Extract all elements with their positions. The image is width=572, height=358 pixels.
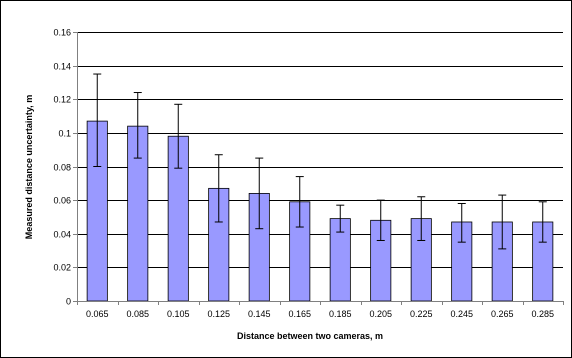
x-axis-title: Distance between two cameras, m	[237, 331, 383, 341]
error-bars	[93, 73, 547, 250]
x-tick-label: 0.265	[491, 309, 514, 319]
y-tick-label: 0.04	[53, 230, 71, 240]
y-tick-label: 0.08	[53, 163, 71, 173]
x-tick-label: 0.105	[167, 309, 190, 319]
y-tick-label: 0.14	[53, 62, 71, 72]
x-tick-label: 0.065	[86, 309, 109, 319]
y-tick-label: 0.02	[53, 263, 71, 273]
y-tick-labels: 0 0.02 0.04 0.06 0.08 0.1 0.12 0.14 0.16	[53, 28, 71, 307]
x-tick-label: 0.165	[288, 309, 311, 319]
x-tick-label: 0.085	[126, 309, 149, 319]
x-tick-label: 0.185	[329, 309, 352, 319]
y-tick-label: 0.12	[53, 95, 71, 105]
x-tick-label: 0.245	[450, 309, 473, 319]
axes	[73, 32, 564, 305]
y-tick-label: 0.1	[58, 129, 71, 139]
x-tick-label: 0.125	[207, 309, 230, 319]
y-tick-label: 0	[66, 297, 71, 307]
gridlines	[77, 32, 563, 268]
y-axis-title: Measured distance uncertainty, m	[24, 95, 34, 239]
x-tick-label: 0.145	[248, 309, 271, 319]
x-tick-labels: 0.065 0.085 0.105 0.125 0.145 0.165 0.185 0.205…	[86, 309, 554, 319]
y-tick-label: 0.16	[53, 28, 71, 38]
x-tick-label: 0.205	[369, 309, 392, 319]
y-tick-label: 0.06	[53, 196, 71, 206]
x-tick-label: 0.225	[410, 309, 433, 319]
x-tick-label: 0.285	[531, 309, 554, 319]
